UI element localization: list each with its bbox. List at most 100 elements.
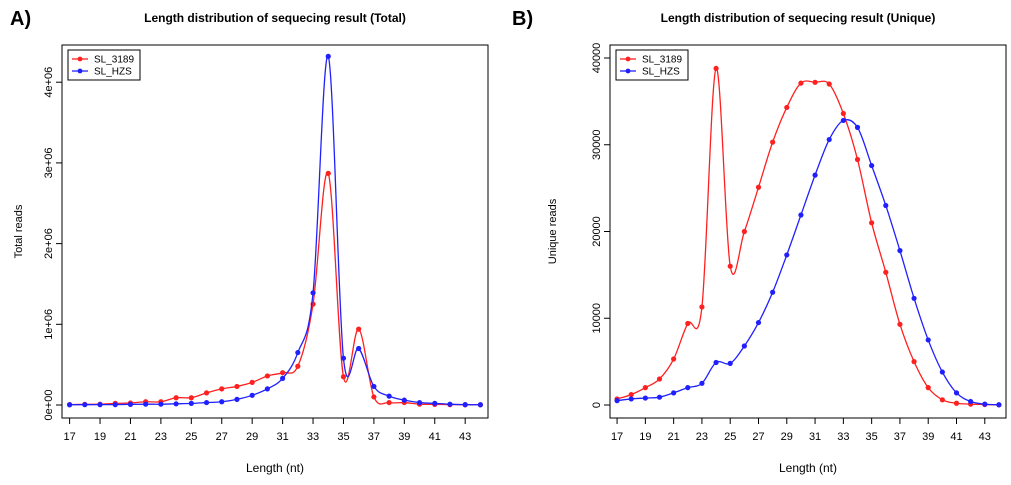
series-line-sl-3189 [616,67,999,406]
data-point [97,402,103,408]
data-point [656,376,663,382]
plot-frame [609,44,1007,419]
data-point [642,395,648,401]
data-point [416,399,423,406]
x-tick-label: 17 [611,431,623,443]
legend-box [615,49,689,81]
data-point [883,269,889,275]
y-tick-label: 30000 [591,129,603,160]
x-tick-label: 19 [94,431,106,443]
data-point [869,220,875,226]
data-point [713,65,719,72]
chart-unique-reads: Length distribution of sequecing result … [547,11,1007,475]
data-point [812,79,818,85]
data-point [911,295,917,301]
data-point [628,396,634,402]
x-tick-label: 17 [63,431,75,443]
legend-label: SL_HZS [642,67,680,78]
legend-label: SL_3189 [94,55,134,66]
x-tick-label: 23 [696,431,708,443]
data-point [925,385,931,391]
data-point [770,139,776,145]
x-tick-label: 27 [216,431,228,443]
data-point [325,170,331,176]
data-point [812,172,818,178]
x-tick-label: 29 [246,431,258,443]
data-point [234,396,240,402]
data-point [280,370,286,376]
x-tick-label: 41 [950,431,962,443]
data-point [67,402,73,408]
data-point [158,401,164,407]
data-point [798,80,804,86]
chart-panel-b: B) Length distribution of sequecing resu… [506,0,1011,480]
data-point [968,398,974,405]
x-tick-label: 19 [639,431,651,443]
data-point [939,397,945,403]
data-point [699,380,705,386]
data-point [685,320,691,327]
x-tick-label: 21 [124,431,136,443]
data-point [173,401,179,407]
y-tick-label: 20000 [591,216,603,247]
data-point [477,402,483,408]
chart-title: Length distribution of sequecing result … [144,11,406,25]
data-point [264,373,270,379]
data-point [401,397,407,403]
chart-panel-a: A) Length distribution of sequecing resu… [0,0,505,480]
legend-marker [77,56,83,62]
data-point [671,356,677,362]
data-point [642,385,648,391]
data-point [447,401,453,407]
data-point [741,343,747,349]
data-point [371,383,377,390]
data-point [784,104,790,111]
data-point [840,110,846,117]
data-point [727,263,733,269]
x-tick-label: 31 [809,431,821,443]
data-point [869,162,875,169]
data-point [188,395,194,401]
data-point [386,399,392,406]
series-line-sl-hzs [616,118,999,406]
x-tick-label: 39 [922,431,934,443]
data-point [112,402,118,408]
data-point [340,374,347,380]
y-tick-label: 3e+06 [43,147,55,178]
data-point [386,393,392,399]
legend-marker [625,56,631,62]
data-point [798,212,804,218]
x-axis-label: Length (nt) [779,461,837,475]
data-point [356,326,362,332]
x-tick-label: 41 [429,431,441,443]
data-point [234,383,240,390]
y-tick-label: 10000 [591,303,603,334]
series-line-sl-3189 [69,172,481,406]
data-point [280,375,286,381]
data-point [713,359,719,366]
legend-marker [625,68,631,74]
data-point [340,355,347,361]
y-axis-label: Unique reads [547,198,559,264]
legend-label: SL_HZS [94,67,132,78]
data-point [727,360,733,366]
y-tick-label: 4e+06 [43,67,55,98]
data-point [982,401,988,407]
data-point [854,124,861,130]
data-point [784,252,790,258]
data-point [310,290,316,296]
data-point [883,202,889,209]
data-point [356,345,362,352]
data-point [939,369,945,375]
y-tick-label: 1e+06 [43,309,55,340]
data-point [432,400,438,406]
data-point [188,400,194,406]
x-tick-label: 35 [866,431,878,443]
legend-marker [77,68,83,74]
data-point [755,184,762,190]
data-point [953,400,960,406]
data-point [628,391,634,398]
data-point [911,359,917,365]
legend-label: SL_3189 [642,55,682,66]
x-tick-label: 29 [781,431,793,443]
